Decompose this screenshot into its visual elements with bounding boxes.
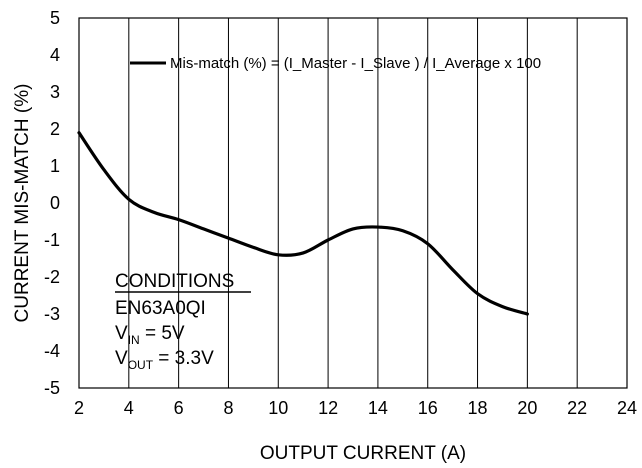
x-tick-label: 8 <box>223 398 233 418</box>
y-tick-label: 3 <box>50 82 60 102</box>
y-tick-label: 1 <box>50 156 60 176</box>
y-axis-title: CURRENT MIS-MATCH (%) <box>12 84 33 323</box>
conditions-heading: CONDITIONS <box>115 271 234 292</box>
x-tick-label: 12 <box>318 398 338 418</box>
conditions-vout: VOUT = 3.3V <box>115 348 214 372</box>
vout-symbol: V <box>115 348 128 369</box>
vin-subscript: IN <box>128 333 140 347</box>
x-tick-label: 10 <box>268 398 288 418</box>
series-line <box>77 131 529 316</box>
vout-value: = 3.3V <box>153 348 214 369</box>
y-tick-label: 2 <box>50 119 60 139</box>
x-tick-label: 18 <box>468 398 488 418</box>
x-tick-label: 14 <box>368 398 388 418</box>
y-tick-label: -1 <box>44 230 60 250</box>
legend: Mis-match (%) = (I_Master - I_Slave ) / … <box>130 55 541 72</box>
conditions-device: EN63A0QI <box>115 298 206 319</box>
conditions-annotation: CONDITIONS EN63A0QI VIN = 5V VOUT = 3.3V <box>115 271 251 372</box>
x-tick-label: 6 <box>174 398 184 418</box>
x-axis-title: OUTPUT CURRENT (A) <box>260 443 466 464</box>
y-tick-label: -5 <box>44 378 60 398</box>
vout-subscript: OUT <box>128 358 154 372</box>
chart-gridlines <box>128 18 578 388</box>
plot-area-frame <box>78 17 628 389</box>
legend-label: Mis-match (%) = (I_Master - I_Slave ) / … <box>170 55 541 72</box>
y-tick-label: 0 <box>50 193 60 213</box>
y-tick-label: -2 <box>44 267 60 287</box>
conditions-vin: VIN = 5V <box>115 323 185 347</box>
x-axis-tick-labels: 2 4 6 8 10 12 14 16 18 20 22 24 <box>74 398 637 418</box>
x-tick-label: 16 <box>418 398 438 418</box>
y-tick-label: -4 <box>44 341 60 361</box>
vin-symbol: V <box>115 323 128 344</box>
series-layer <box>77 131 529 316</box>
x-tick-label: 4 <box>124 398 134 418</box>
y-axis-tick-labels: 5 4 3 2 1 0 -1 -2 -3 -4 -5 <box>44 8 60 398</box>
y-tick-label: 5 <box>50 8 60 28</box>
x-tick-label: 2 <box>74 398 84 418</box>
x-tick-label: 20 <box>517 398 537 418</box>
y-tick-label: -3 <box>44 304 60 324</box>
x-tick-label: 24 <box>617 398 637 418</box>
vin-value: = 5V <box>140 323 185 344</box>
y-tick-label: 4 <box>50 45 60 65</box>
x-tick-label: 22 <box>567 398 587 418</box>
